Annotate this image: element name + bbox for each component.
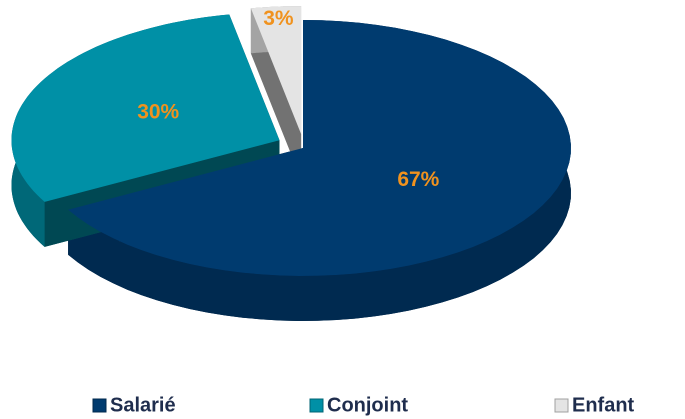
slice bbox=[68, 20, 571, 276]
data-label: 3% bbox=[263, 7, 294, 30]
legend-label: Enfant bbox=[572, 394, 635, 416]
legend-swatch bbox=[554, 398, 569, 413]
legend-swatch bbox=[309, 398, 324, 413]
slice bbox=[11, 14, 280, 202]
legend-label: Conjoint bbox=[327, 394, 408, 416]
data-label: 30% bbox=[137, 101, 179, 124]
slice bbox=[250, 6, 302, 135]
legend-label: Salarié bbox=[110, 394, 176, 416]
data-label: 67% bbox=[397, 168, 439, 191]
legend-swatch bbox=[92, 398, 107, 413]
